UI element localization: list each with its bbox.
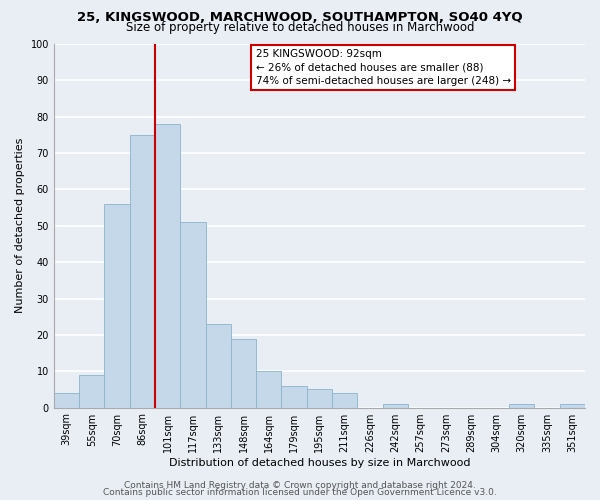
Bar	[256, 371, 281, 408]
Text: Contains public sector information licensed under the Open Government Licence v3: Contains public sector information licen…	[103, 488, 497, 497]
Bar	[509, 404, 535, 407]
Text: 25 KINGSWOOD: 92sqm
← 26% of detached houses are smaller (88)
74% of semi-detach: 25 KINGSWOOD: 92sqm ← 26% of detached ho…	[256, 50, 511, 86]
Bar	[54, 393, 79, 407]
Bar	[307, 390, 332, 407]
Bar	[206, 324, 231, 407]
Bar	[79, 375, 104, 408]
Text: 25, KINGSWOOD, MARCHWOOD, SOUTHAMPTON, SO40 4YQ: 25, KINGSWOOD, MARCHWOOD, SOUTHAMPTON, S…	[77, 11, 523, 24]
Text: Size of property relative to detached houses in Marchwood: Size of property relative to detached ho…	[126, 22, 474, 35]
Bar	[104, 204, 130, 408]
Bar	[155, 124, 180, 408]
Y-axis label: Number of detached properties: Number of detached properties	[15, 138, 25, 314]
Bar	[560, 404, 585, 407]
Bar	[130, 135, 155, 407]
X-axis label: Distribution of detached houses by size in Marchwood: Distribution of detached houses by size …	[169, 458, 470, 468]
Bar	[383, 404, 408, 407]
Bar	[180, 222, 206, 408]
Bar	[281, 386, 307, 407]
Bar	[231, 338, 256, 407]
Text: Contains HM Land Registry data © Crown copyright and database right 2024.: Contains HM Land Registry data © Crown c…	[124, 481, 476, 490]
Bar	[332, 393, 358, 407]
